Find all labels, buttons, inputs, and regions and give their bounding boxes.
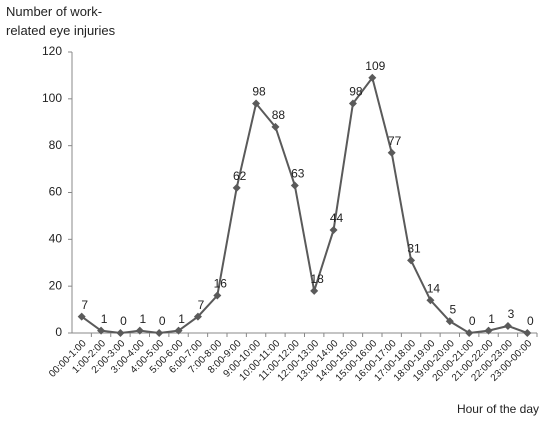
line bbox=[81, 75, 528, 335]
data-label: 1 bbox=[178, 312, 185, 326]
marker bbox=[503, 321, 512, 330]
y-tick-label: 20 bbox=[49, 278, 63, 292]
x-axis-label: Hour of the day bbox=[457, 402, 539, 416]
data-label: 62 bbox=[233, 169, 247, 183]
marker bbox=[329, 225, 338, 234]
data-label: 7 bbox=[198, 298, 205, 312]
data-label: 0 bbox=[527, 314, 534, 328]
marker bbox=[193, 312, 202, 321]
marker bbox=[97, 326, 106, 335]
y-tick-label: 120 bbox=[42, 44, 62, 58]
marker bbox=[232, 183, 241, 192]
y-tick-label: 80 bbox=[49, 138, 63, 152]
marker bbox=[368, 73, 377, 82]
marker bbox=[445, 317, 454, 326]
marker bbox=[155, 329, 164, 337]
data-label: 0 bbox=[120, 314, 127, 328]
marker bbox=[523, 329, 532, 337]
data-label: 98 bbox=[252, 85, 266, 99]
data-label: 0 bbox=[469, 314, 476, 328]
data-label: 14 bbox=[427, 281, 441, 295]
marker bbox=[135, 326, 144, 335]
data-label: 44 bbox=[330, 211, 344, 225]
y-axis-label: Number of work-related eye injuries bbox=[6, 4, 116, 38]
data-label: 0 bbox=[159, 314, 166, 328]
marker bbox=[387, 148, 396, 157]
data-label: 5 bbox=[449, 302, 456, 316]
data-label: 3 bbox=[508, 307, 515, 321]
data-label: 1 bbox=[139, 312, 146, 326]
marker bbox=[271, 122, 280, 131]
y-tick-label: 60 bbox=[49, 185, 63, 199]
data-label: 77 bbox=[388, 134, 402, 148]
marker bbox=[426, 296, 435, 305]
marker bbox=[465, 329, 474, 337]
marker bbox=[348, 99, 357, 108]
marker bbox=[116, 329, 125, 337]
data-label: 31 bbox=[407, 242, 421, 256]
marker bbox=[484, 326, 493, 335]
y-tick-label: 0 bbox=[55, 325, 62, 339]
marker bbox=[77, 312, 86, 321]
marker bbox=[310, 286, 319, 295]
data-label: 16 bbox=[214, 277, 228, 291]
data-label: 109 bbox=[365, 59, 385, 73]
marker bbox=[252, 99, 261, 108]
data-label: 63 bbox=[291, 167, 305, 181]
data-label: 18 bbox=[311, 272, 325, 286]
marker bbox=[407, 256, 416, 265]
data-label: 98 bbox=[349, 85, 363, 99]
data-label: 1 bbox=[488, 312, 495, 326]
marker bbox=[213, 291, 222, 300]
data-label: 1 bbox=[101, 312, 108, 326]
y-tick-label: 100 bbox=[42, 91, 62, 105]
data-label: 7 bbox=[81, 298, 88, 312]
marker bbox=[290, 181, 299, 190]
data-label: 88 bbox=[272, 108, 286, 122]
marker bbox=[174, 326, 183, 335]
y-tick-label: 40 bbox=[49, 232, 63, 246]
